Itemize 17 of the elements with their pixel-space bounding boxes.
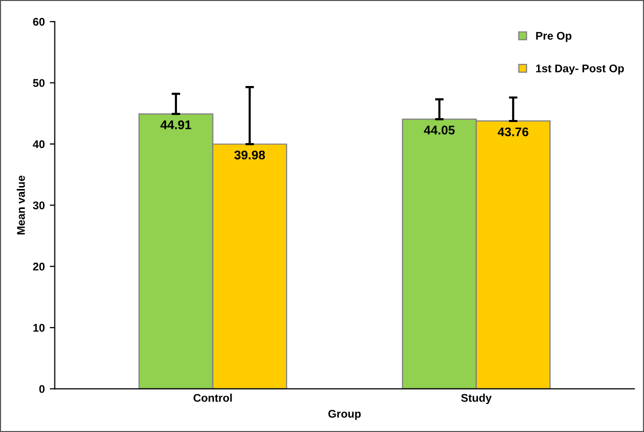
data-label: 39.98 (234, 150, 265, 160)
data-label: 44.05 (424, 126, 455, 135)
x-axis-title: Group (328, 410, 361, 420)
y-tick-label: 20 (33, 262, 45, 271)
y-tick-label: 50 (33, 79, 45, 87)
data-label: 43.76 (498, 127, 528, 136)
x-tick-label: Study (461, 394, 492, 404)
y-axis-title: Mean value (16, 176, 25, 234)
y-tick-label: 40 (32, 140, 45, 148)
legend-label: 1st Day- Post Op (536, 64, 624, 75)
y-tick-label: 30 (32, 201, 45, 210)
y-tick-label: 60 (33, 18, 45, 26)
legend-label: Pre Op (536, 32, 572, 42)
y-tick-label: 10 (33, 324, 45, 332)
y-tick-label: 0 (39, 385, 45, 393)
data-label: 44.91 (160, 120, 192, 130)
x-tick-label: Control (194, 394, 232, 402)
